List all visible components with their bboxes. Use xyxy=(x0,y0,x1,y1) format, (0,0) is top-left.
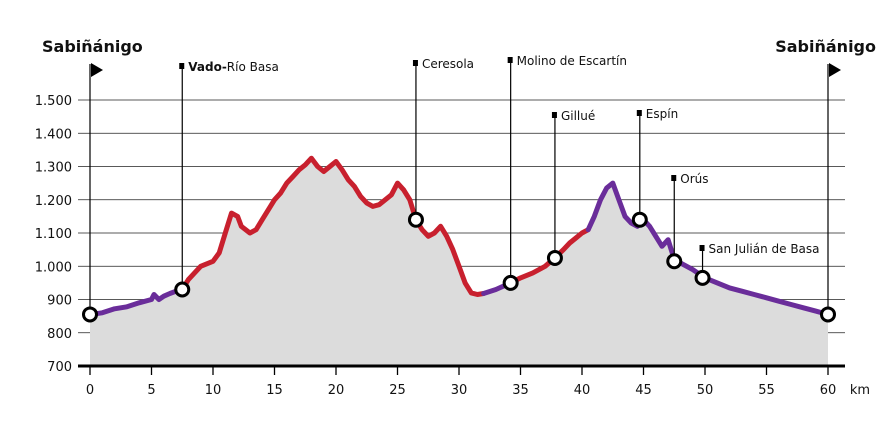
waypoints: Sabiñánigo Vado-Río Basa Ceresola Molino de… xyxy=(42,37,876,323)
flag-icon xyxy=(829,63,841,77)
flag-icon xyxy=(91,63,103,77)
x-axis-unit-label: km xyxy=(850,383,870,398)
waypoint-point xyxy=(502,274,519,291)
y-tick-label: 1.200 xyxy=(35,194,72,209)
profile-line-ascent xyxy=(179,155,487,297)
y-tick-label: 1.000 xyxy=(35,260,72,275)
waypoint-label: Orús xyxy=(680,172,708,186)
waypoint-point xyxy=(820,306,836,323)
waypoint-marker xyxy=(551,112,557,118)
x-tick-label: 35 xyxy=(512,383,529,398)
waypoint-point xyxy=(407,211,424,228)
waypoint-marker xyxy=(671,175,677,181)
waypoint-point xyxy=(666,253,683,270)
endpoint-label: Sabiñánigo xyxy=(42,37,143,56)
profile-line-flat xyxy=(87,287,185,317)
y-tick-label: 800 xyxy=(47,327,72,342)
waypoint-point xyxy=(546,249,563,266)
waypoint-point xyxy=(631,211,648,228)
waypoint-marker xyxy=(507,57,513,63)
y-tick-label: 1.300 xyxy=(35,161,72,176)
waypoint-label: Gillué xyxy=(561,109,595,123)
x-tick-label: 0 xyxy=(86,383,94,398)
x-axis: 0 5 10 15 20 25 30 35 40 45 50 55 60 xyxy=(78,364,845,398)
waypoint-label: Vado-Río Basa xyxy=(188,60,279,74)
waypoint-point xyxy=(174,281,191,298)
elevation-area xyxy=(90,158,828,366)
waypoint-point xyxy=(82,306,98,323)
x-tick-label: 20 xyxy=(328,383,345,398)
y-tick-label: 1.500 xyxy=(35,94,72,109)
profile-line-descent xyxy=(585,180,831,317)
x-tick-label: 10 xyxy=(205,383,222,398)
waypoint-marker xyxy=(699,245,705,251)
waypoint-label: San Julián de Basa xyxy=(709,242,820,256)
x-tick-label: 15 xyxy=(266,383,283,398)
x-tick-label: 55 xyxy=(758,383,775,398)
waypoint-point xyxy=(694,269,711,286)
endpoint-label: Sabiñánigo xyxy=(775,37,876,56)
y-axis: 700 800 900 1.000 1.100 1.200 1.300 1.400 1.500 xyxy=(35,94,72,375)
x-tick-label: 60 xyxy=(820,383,837,398)
y-tick-label: 1.100 xyxy=(35,227,72,242)
waypoint-label: Espín xyxy=(646,107,678,121)
x-tick-label: 50 xyxy=(697,383,714,398)
waypoint-label: Molino de Escartín xyxy=(517,54,627,68)
x-tick-label: 5 xyxy=(147,383,155,398)
y-tick-label: 700 xyxy=(47,360,72,375)
y-tick-label: 900 xyxy=(47,294,72,309)
x-tick-label: 30 xyxy=(451,383,468,398)
waypoint-marker xyxy=(179,63,185,69)
y-tick-label: 1.400 xyxy=(35,127,72,142)
x-tick-label: 25 xyxy=(389,383,406,398)
x-tick-label: 40 xyxy=(574,383,591,398)
x-tick-label: 45 xyxy=(635,383,652,398)
waypoint-label: Ceresola xyxy=(422,57,474,71)
waypoint-marker xyxy=(636,110,642,116)
waypoint-marker xyxy=(412,60,418,66)
